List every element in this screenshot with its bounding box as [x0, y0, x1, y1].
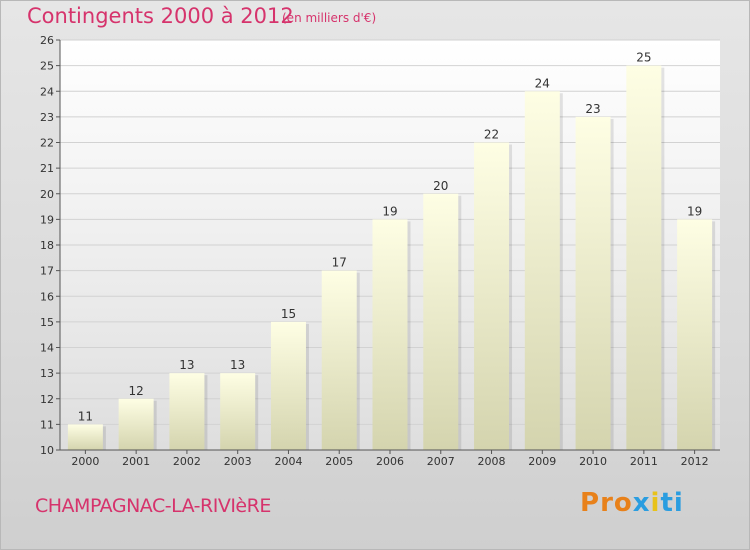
- axes: [56, 39, 720, 454]
- bar-value-label: 19: [687, 204, 702, 218]
- bar-value-label: 20: [433, 179, 448, 193]
- bar: [677, 219, 713, 450]
- bar-value-label: 17: [332, 256, 347, 270]
- x-tick-label: 2001: [122, 455, 150, 468]
- y-tick-label: 10: [40, 444, 54, 457]
- bar: [220, 373, 256, 450]
- logo-letter: r: [600, 488, 614, 518]
- logo-letter: x: [632, 488, 651, 518]
- y-tick-label: 15: [40, 316, 54, 329]
- x-tick-label: 2004: [274, 455, 302, 468]
- x-tick-label: 2008: [478, 455, 506, 468]
- bar-value-label: 12: [129, 384, 144, 398]
- y-tick-label: 13: [40, 367, 54, 380]
- y-tick-label: 19: [40, 213, 54, 226]
- y-tick-label: 17: [40, 265, 54, 278]
- y-tick-label: 12: [40, 393, 54, 406]
- bar-value-label: 23: [585, 102, 600, 116]
- bar: [423, 193, 459, 450]
- bar: [474, 142, 510, 450]
- y-tick-label: 24: [40, 85, 54, 98]
- labels: 10 11 12 13 14 15 16 17 18 19 20 21 22 23 24 25 26 11 2000…: [40, 34, 709, 468]
- bar: [169, 373, 205, 450]
- bar: [270, 321, 306, 450]
- bar: [321, 270, 357, 450]
- y-tick-label: 11: [40, 418, 54, 431]
- bar-value-label: 24: [535, 76, 550, 90]
- y-tick-label: 23: [40, 111, 54, 124]
- bar-value-label: 15: [281, 307, 296, 321]
- y-tick-label: 22: [40, 137, 54, 150]
- logo-letter: P: [580, 488, 601, 518]
- bar: [524, 91, 560, 450]
- bar-value-label: 19: [382, 204, 397, 218]
- y-tick-label: 16: [40, 290, 54, 303]
- y-tick-label: 18: [40, 239, 54, 252]
- proxiti-logo: Proxiti: [580, 488, 684, 518]
- bar-value-label: 22: [484, 128, 499, 142]
- x-tick-label: 2005: [325, 455, 353, 468]
- logo-letter: t: [660, 488, 674, 518]
- chart-title: Contingents 2000 à 2012: [27, 4, 294, 28]
- y-tick-label: 26: [40, 34, 54, 47]
- bar: [575, 116, 611, 450]
- logo-letter: i: [673, 488, 684, 518]
- x-tick-label: 2006: [376, 455, 404, 468]
- x-tick-label: 2010: [579, 455, 607, 468]
- bar-value-label: 13: [230, 358, 245, 372]
- y-tick-label: 25: [40, 60, 54, 73]
- bar-value-label: 11: [78, 409, 93, 423]
- x-tick-label: 2000: [71, 455, 99, 468]
- bar: [118, 398, 154, 450]
- x-tick-label: 2012: [681, 455, 709, 468]
- bar-value-label: 13: [179, 358, 194, 372]
- bar: [626, 65, 662, 450]
- commune-name: CHAMPAGNAC-LA-RIVIèRE: [35, 495, 271, 517]
- bar-value-label: 25: [636, 51, 651, 65]
- chart-subtitle: (en milliers d'€): [282, 11, 377, 25]
- bars: [67, 65, 716, 450]
- x-tick-label: 2007: [427, 455, 455, 468]
- bar: [67, 424, 103, 450]
- x-tick-label: 2003: [224, 455, 252, 468]
- y-tick-label: 21: [40, 162, 54, 175]
- logo-letter: o: [613, 488, 633, 518]
- x-tick-label: 2011: [630, 455, 658, 468]
- x-tick-label: 2002: [173, 455, 201, 468]
- y-tick-label: 20: [40, 188, 54, 201]
- logo-letter: i: [650, 488, 661, 518]
- x-tick-label: 2009: [528, 455, 556, 468]
- bar: [372, 219, 408, 450]
- y-tick-label: 14: [40, 342, 54, 355]
